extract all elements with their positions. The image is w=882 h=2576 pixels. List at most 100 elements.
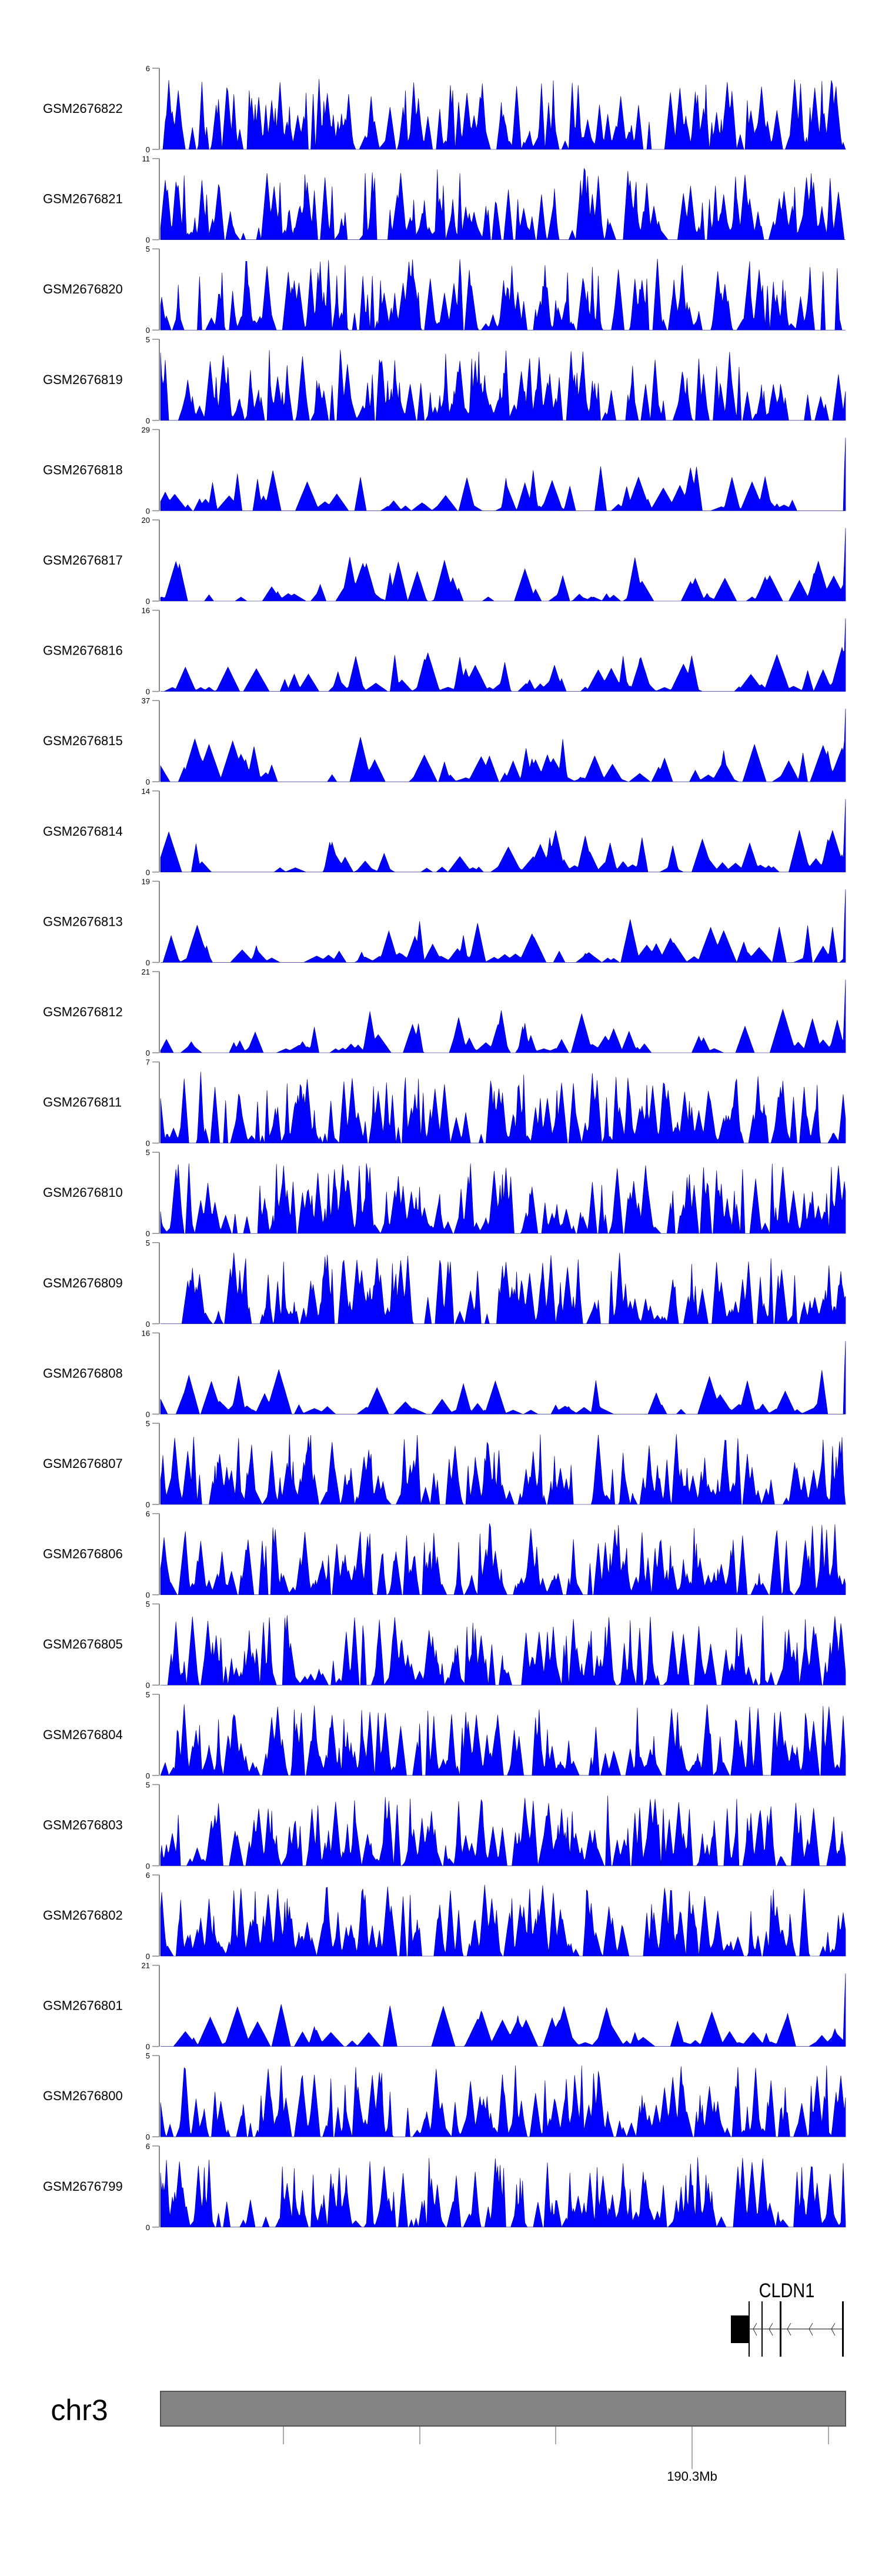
gene-name-label: CLDN1 — [759, 2279, 815, 2302]
track-GSM2676802: GSM2676802 6 0 — [43, 1871, 846, 1961]
y-min-label: 0 — [146, 1500, 150, 1509]
coverage-area — [161, 889, 846, 963]
y-max-label: 29 — [142, 425, 150, 434]
track-label: GSM2676817 — [43, 553, 123, 568]
track-GSM2676821: GSM2676821 11 0 — [43, 155, 846, 245]
track-label: GSM2676809 — [43, 1276, 123, 1290]
coverage-area — [160, 799, 846, 873]
y-min-label: 0 — [146, 1861, 150, 1870]
coverage-area — [160, 1796, 846, 1867]
y-max-label: 5 — [146, 2051, 150, 2060]
track-label: GSM2676807 — [43, 1456, 123, 1471]
y-max-label: 5 — [146, 335, 150, 344]
y-max-label: 6 — [146, 1871, 150, 1880]
track-GSM2676818: GSM2676818 29 0 — [43, 425, 846, 515]
track-GSM2676808: GSM2676808 16 0 — [43, 1329, 846, 1419]
track-label: GSM2676818 — [43, 462, 123, 477]
coverage-area — [161, 79, 846, 150]
axis-ticks — [283, 2426, 829, 2469]
y-min-label: 0 — [146, 2223, 150, 2232]
y-min-label: 0 — [146, 1139, 150, 1148]
track-GSM2676813: GSM2676813 19 0 — [43, 877, 846, 967]
coverage-area — [160, 2157, 846, 2228]
y-max-label: 5 — [146, 1239, 150, 1247]
y-max-label: 37 — [142, 696, 150, 705]
track-GSM2676805: GSM2676805 5 0 — [43, 1600, 846, 1690]
y-max-label: 14 — [142, 787, 150, 796]
coverage-area — [160, 1341, 846, 1414]
track-GSM2676800: GSM2676800 5 0 — [43, 2051, 846, 2141]
track-label: GSM2676804 — [43, 1727, 123, 1742]
y-min-label: 0 — [146, 1320, 150, 1329]
track-label: GSM2676815 — [43, 733, 123, 748]
y-max-label: 21 — [142, 1961, 150, 1970]
coverage-area — [160, 1884, 846, 1957]
y-max-label: 7 — [146, 1058, 150, 1067]
y-min-label: 0 — [146, 236, 150, 245]
axis-tick-label: 190.3Mb — [667, 2469, 717, 2484]
track-GSM2676803: GSM2676803 5 0 — [43, 1780, 846, 1870]
track-GSM2676814: GSM2676814 14 0 — [43, 787, 846, 877]
y-max-label: 6 — [146, 64, 150, 73]
track-GSM2676810: GSM2676810 5 0 — [43, 1148, 846, 1238]
y-max-label: 11 — [142, 155, 151, 163]
coverage-area — [160, 979, 846, 1053]
coverage-area — [160, 1434, 846, 1506]
track-GSM2676816: GSM2676816 16 0 — [43, 606, 846, 696]
y-min-label: 0 — [146, 416, 150, 425]
track-label: GSM2676819 — [43, 372, 123, 387]
track-GSM2676820: GSM2676820 5 0 — [43, 245, 846, 335]
track-label: GSM2676813 — [43, 914, 123, 929]
y-max-label: 6 — [146, 2142, 150, 2151]
coverage-area — [160, 258, 846, 331]
y-min-label: 0 — [146, 2133, 150, 2141]
y-max-label: 19 — [142, 877, 150, 886]
track-GSM2676817: GSM2676817 20 0 — [43, 516, 846, 606]
y-max-label: 20 — [142, 516, 150, 525]
track-label: GSM2676811 — [43, 1095, 122, 1110]
y-min-label: 0 — [146, 958, 150, 967]
coverage-area — [160, 349, 846, 421]
gene-exon — [749, 2301, 750, 2357]
track-GSM2676799: GSM2676799 6 0 — [43, 2142, 846, 2232]
y-min-label: 0 — [146, 2043, 150, 2051]
y-max-label: 5 — [146, 1419, 150, 1428]
track-label: GSM2676799 — [43, 2179, 123, 2194]
coverage-area — [161, 1615, 846, 1686]
y-max-label: 5 — [146, 1148, 150, 1157]
track-GSM2676804: GSM2676804 5 0 — [43, 1690, 846, 1780]
gene-exon-utr — [731, 2315, 749, 2343]
gene-exon — [842, 2301, 844, 2357]
y-min-label: 0 — [146, 1771, 150, 1780]
coverage-area — [160, 528, 846, 602]
y-max-label: 5 — [146, 1690, 150, 1699]
y-min-label: 0 — [146, 1049, 150, 1057]
y-min-label: 0 — [146, 1681, 150, 1690]
y-min-label: 0 — [146, 688, 150, 696]
track-label: GSM2676805 — [43, 1637, 123, 1651]
y-max-label: 5 — [146, 245, 150, 253]
y-min-label: 0 — [146, 1591, 150, 1600]
coverage-area — [160, 168, 846, 241]
track-label: GSM2676806 — [43, 1547, 123, 1561]
y-min-label: 0 — [146, 326, 150, 335]
coverage-area — [161, 1973, 846, 2047]
track-GSM2676812: GSM2676812 21 0 — [43, 967, 846, 1057]
y-max-label: 16 — [142, 606, 150, 615]
coverage-area — [160, 438, 846, 511]
chromosome-bar — [160, 2391, 846, 2427]
y-max-label: 21 — [142, 967, 150, 976]
track-label: GSM2676812 — [43, 1005, 123, 1019]
gene-track: CLDN1 — [731, 2279, 844, 2357]
y-max-label: 6 — [146, 1510, 150, 1519]
track-GSM2676801: GSM2676801 21 0 — [43, 1961, 846, 2051]
strand-arrow-icons — [753, 2323, 836, 2336]
y-min-label: 0 — [146, 506, 150, 515]
y-min-label: 0 — [146, 145, 150, 154]
coverage-area — [161, 618, 846, 692]
y-min-label: 0 — [146, 1952, 150, 1961]
coverage-area — [160, 1163, 846, 1234]
coverage-tracks: GSM267682260GSM2676821110GSM267682050GSM… — [43, 64, 846, 2232]
track-label: GSM2676803 — [43, 1817, 123, 1832]
